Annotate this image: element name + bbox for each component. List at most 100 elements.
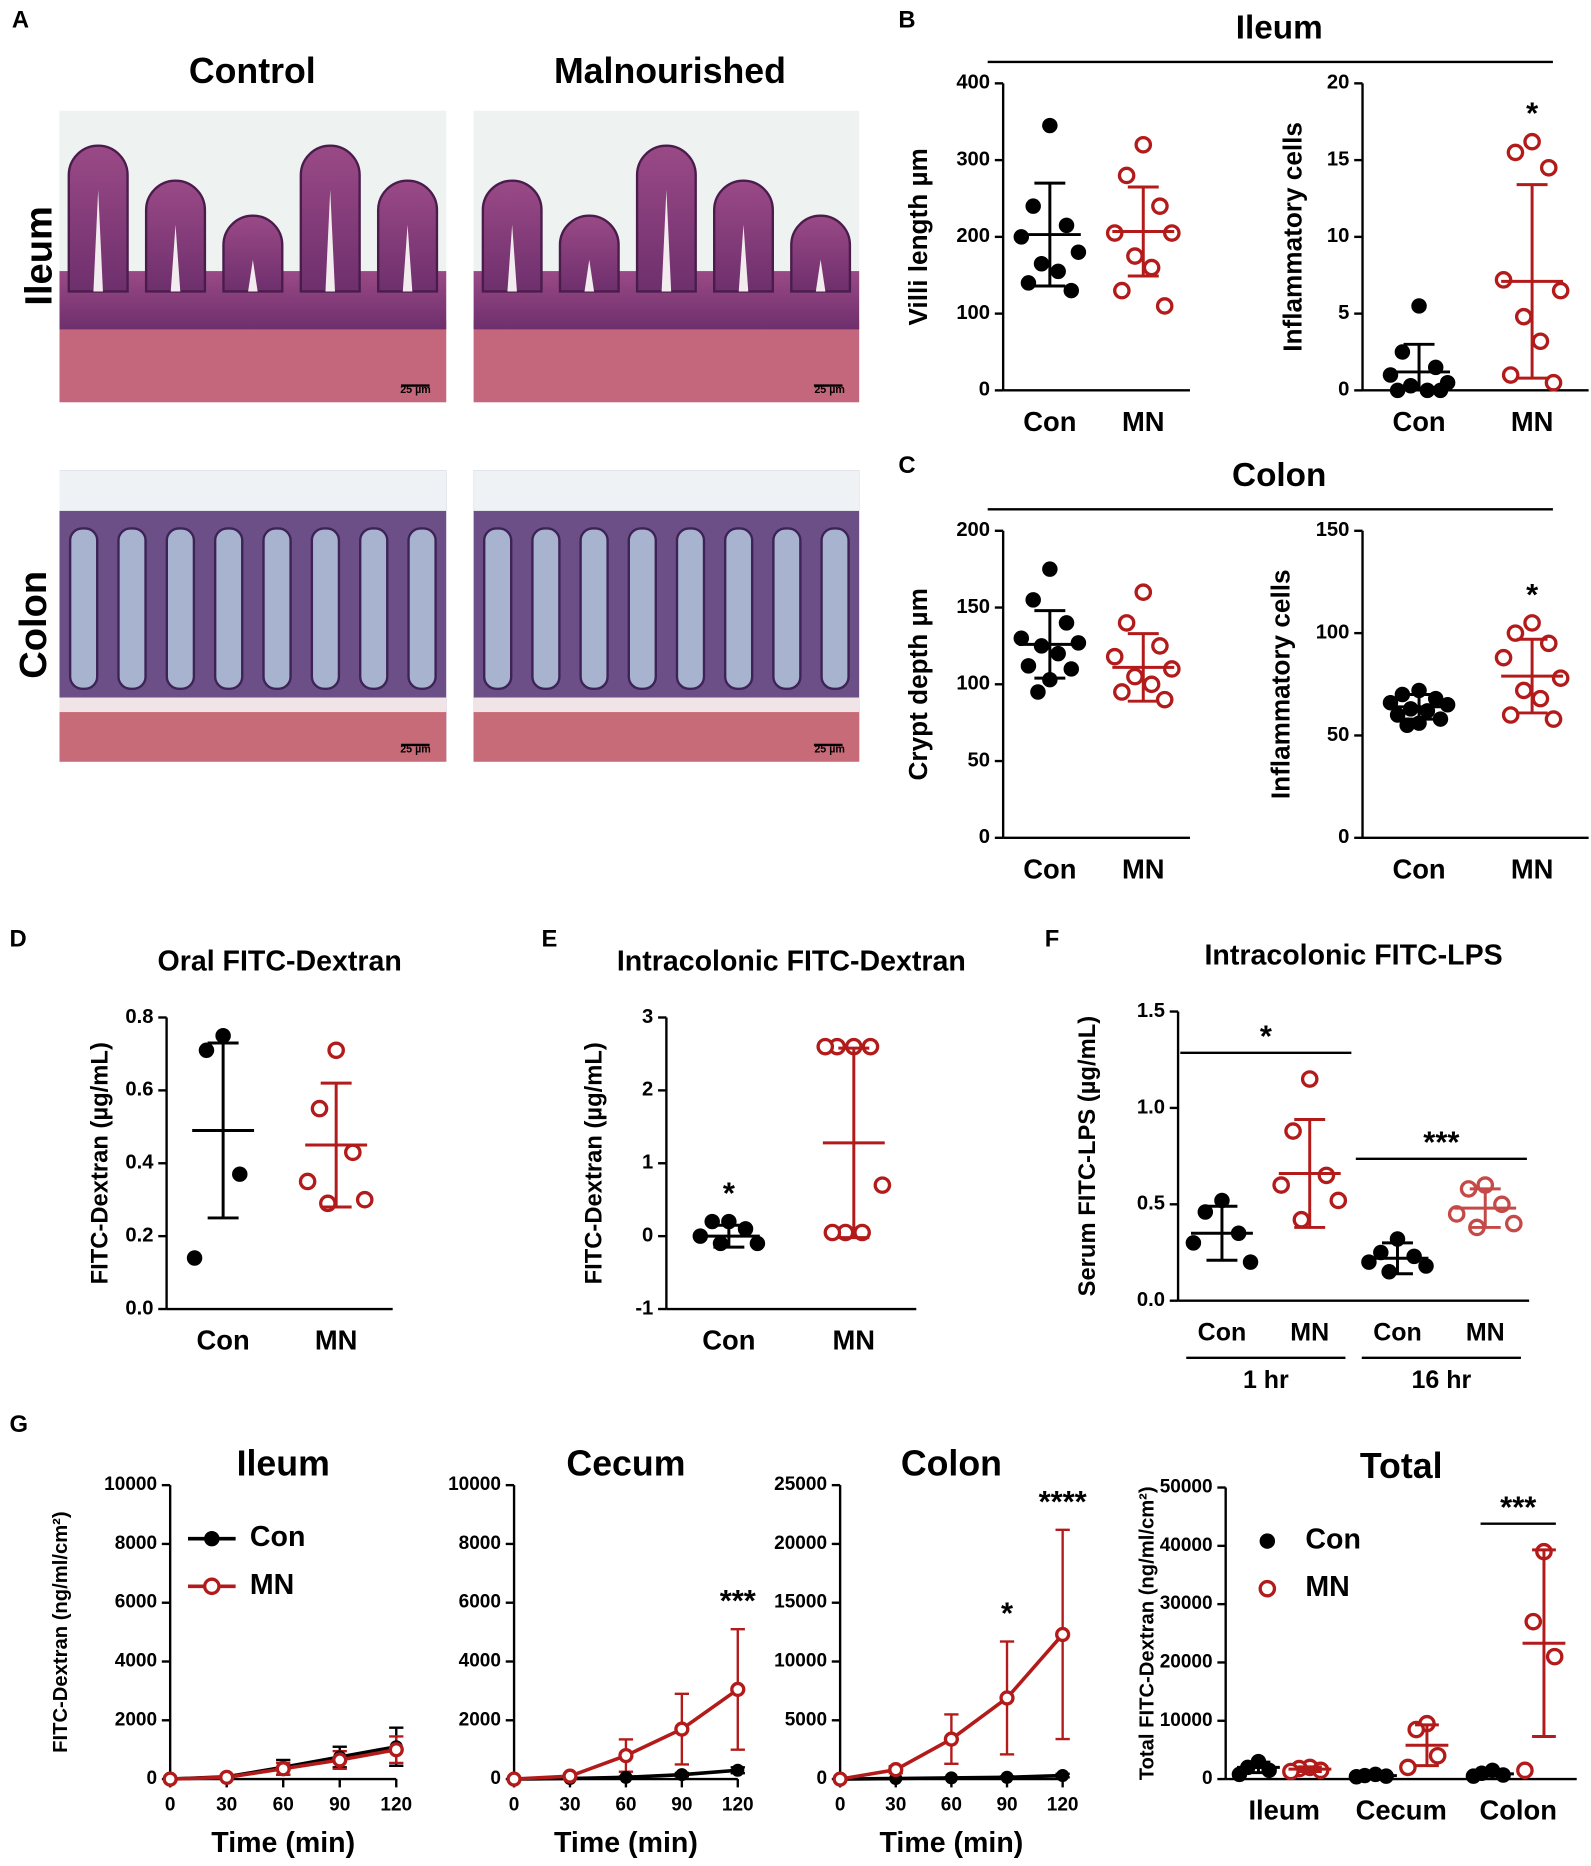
y-tick-label: 100 <box>1316 621 1350 643</box>
significance-label: * <box>1001 1596 1013 1631</box>
y-axis-label: Villi length µm <box>903 148 933 325</box>
villus <box>222 214 284 293</box>
crypt <box>359 527 389 690</box>
y-tick-label: 3 <box>642 1006 653 1028</box>
villus <box>558 214 620 293</box>
panel-label: F <box>1045 925 1060 952</box>
crypt <box>531 527 561 690</box>
data-point <box>618 1747 634 1764</box>
data-point <box>1033 638 1050 654</box>
y-tick-label: 0 <box>146 1768 157 1789</box>
y-tick-label: 0.5 <box>1137 1193 1165 1215</box>
data-point <box>944 1771 958 1785</box>
y-tick-label: 100 <box>956 673 990 695</box>
y-tick-label: 10000 <box>104 1474 157 1495</box>
panel-label: B <box>898 7 915 34</box>
data-point <box>1020 658 1037 674</box>
y-tick-label: 0.4 <box>125 1152 154 1174</box>
section-title: Colon <box>1232 457 1326 494</box>
chart-title: Total <box>1360 1446 1443 1486</box>
significance-label: * <box>723 1176 735 1211</box>
group-label: 16 hr <box>1412 1366 1472 1394</box>
y-tick-label: 4000 <box>459 1651 501 1672</box>
x-tick-label: 0 <box>165 1794 176 1815</box>
data-point <box>1544 373 1563 392</box>
x-tick-label: 90 <box>329 1794 350 1815</box>
x-tick-label: 0 <box>509 1794 520 1815</box>
data-point <box>1399 1758 1417 1777</box>
data-point <box>1545 1647 1564 1666</box>
y-tick-label: 15000 <box>774 1592 827 1613</box>
data-point <box>1501 366 1520 384</box>
y-axis-label: Serum FITC-LPS (µg/mL) <box>1074 1016 1101 1297</box>
chart-title: Intracolonic FITC-LPS <box>1205 939 1503 971</box>
crypt <box>213 527 244 690</box>
scale-bar-label: 25 µm <box>400 384 431 396</box>
y-tick-label: 0.0 <box>1137 1289 1165 1311</box>
crypt <box>262 527 292 690</box>
x-tick-label: 30 <box>216 1794 237 1815</box>
y-tick-label: 10 <box>1327 225 1350 247</box>
y-tick-label: 0 <box>642 1224 653 1246</box>
x-tick-label: Con <box>1023 853 1076 884</box>
legend-marker <box>1259 1533 1276 1549</box>
chart-title: Ileum <box>237 1444 330 1484</box>
y-tick-label: 20 <box>1327 72 1350 94</box>
y-tick-label: 0 <box>979 826 990 848</box>
legend-label: Con <box>250 1521 305 1553</box>
y-tick-label: 400 <box>956 72 990 94</box>
data-point <box>1113 281 1131 300</box>
significance-label: * <box>1526 577 1538 612</box>
x-tick-label: Colon <box>1479 1795 1557 1826</box>
x-tick-label: 120 <box>380 1794 412 1815</box>
x-tick-label: 60 <box>273 1794 294 1815</box>
villus-core <box>170 224 181 292</box>
y-tick-label: 0 <box>1338 826 1349 848</box>
y-axis-label: Inflammatory cells <box>1266 569 1296 799</box>
villus-core <box>248 259 258 292</box>
data-point <box>162 1771 178 1787</box>
significance-label: * <box>1260 1019 1272 1054</box>
data-point <box>1501 706 1520 724</box>
y-tick-label: 0 <box>816 1768 827 1789</box>
significance-label: * <box>1526 96 1538 131</box>
data-point <box>1070 244 1087 260</box>
y-tick-label: 20000 <box>1160 1651 1213 1672</box>
y-tick-label: 0.8 <box>125 1006 153 1028</box>
data-point <box>1523 132 1541 151</box>
x-tick-label: MN <box>1511 406 1554 437</box>
crypt <box>407 527 437 690</box>
data-point <box>1155 690 1174 709</box>
data-point <box>999 1690 1015 1706</box>
data-point <box>1411 298 1427 314</box>
villus-core <box>93 189 103 292</box>
y-tick-label: 1 <box>642 1152 653 1174</box>
y-tick-label: 1.0 <box>1137 1096 1165 1118</box>
data-point <box>1381 1264 1397 1280</box>
data-point <box>1070 635 1087 651</box>
data-point <box>1432 382 1449 399</box>
x-tick-label: MN <box>1122 406 1165 437</box>
data-point <box>730 1681 746 1698</box>
y-tick-label: 8000 <box>115 1533 157 1554</box>
data-point <box>674 1721 690 1737</box>
section-title: Ileum <box>1236 10 1323 47</box>
data-point <box>1506 624 1525 642</box>
x-tick-label: Con <box>1373 1319 1422 1347</box>
y-axis-label: Inflammatory cells <box>1278 122 1308 352</box>
data-point <box>1516 1761 1534 1780</box>
data-point <box>310 1099 329 1118</box>
data-point <box>1531 332 1550 351</box>
data-point <box>1020 275 1037 291</box>
data-point <box>344 1143 362 1162</box>
tissue <box>59 320 447 403</box>
x-tick-label: MN <box>833 1325 876 1356</box>
y-tick-label: 150 <box>956 596 990 618</box>
data-point <box>1419 382 1436 399</box>
data-point <box>1025 198 1041 214</box>
muscle <box>473 709 860 762</box>
data-point <box>1063 282 1080 299</box>
data-point <box>1418 1258 1434 1274</box>
y-tick-label: 5000 <box>785 1709 827 1730</box>
x-axis-label: Time (min) <box>211 1827 355 1859</box>
